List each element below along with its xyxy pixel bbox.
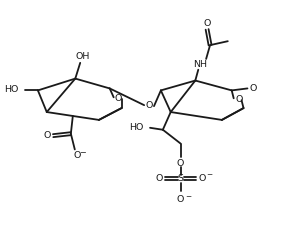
Text: O: O [44, 131, 51, 140]
Text: −: − [79, 148, 86, 157]
Text: OH: OH [76, 52, 90, 61]
Text: HO: HO [4, 85, 18, 94]
Text: NH: NH [193, 60, 207, 69]
Text: O: O [250, 84, 257, 93]
Text: O: O [146, 101, 153, 110]
Text: O: O [199, 174, 206, 183]
Text: O: O [203, 19, 211, 28]
Text: HO: HO [129, 123, 143, 132]
Text: O: O [73, 151, 80, 160]
Text: O: O [115, 94, 122, 103]
Text: O: O [155, 174, 163, 183]
Text: O: O [177, 159, 184, 168]
Text: −: − [185, 194, 191, 200]
Text: −: − [206, 172, 212, 178]
Text: O: O [236, 95, 243, 104]
Text: O: O [177, 195, 184, 204]
Text: S: S [178, 174, 184, 183]
